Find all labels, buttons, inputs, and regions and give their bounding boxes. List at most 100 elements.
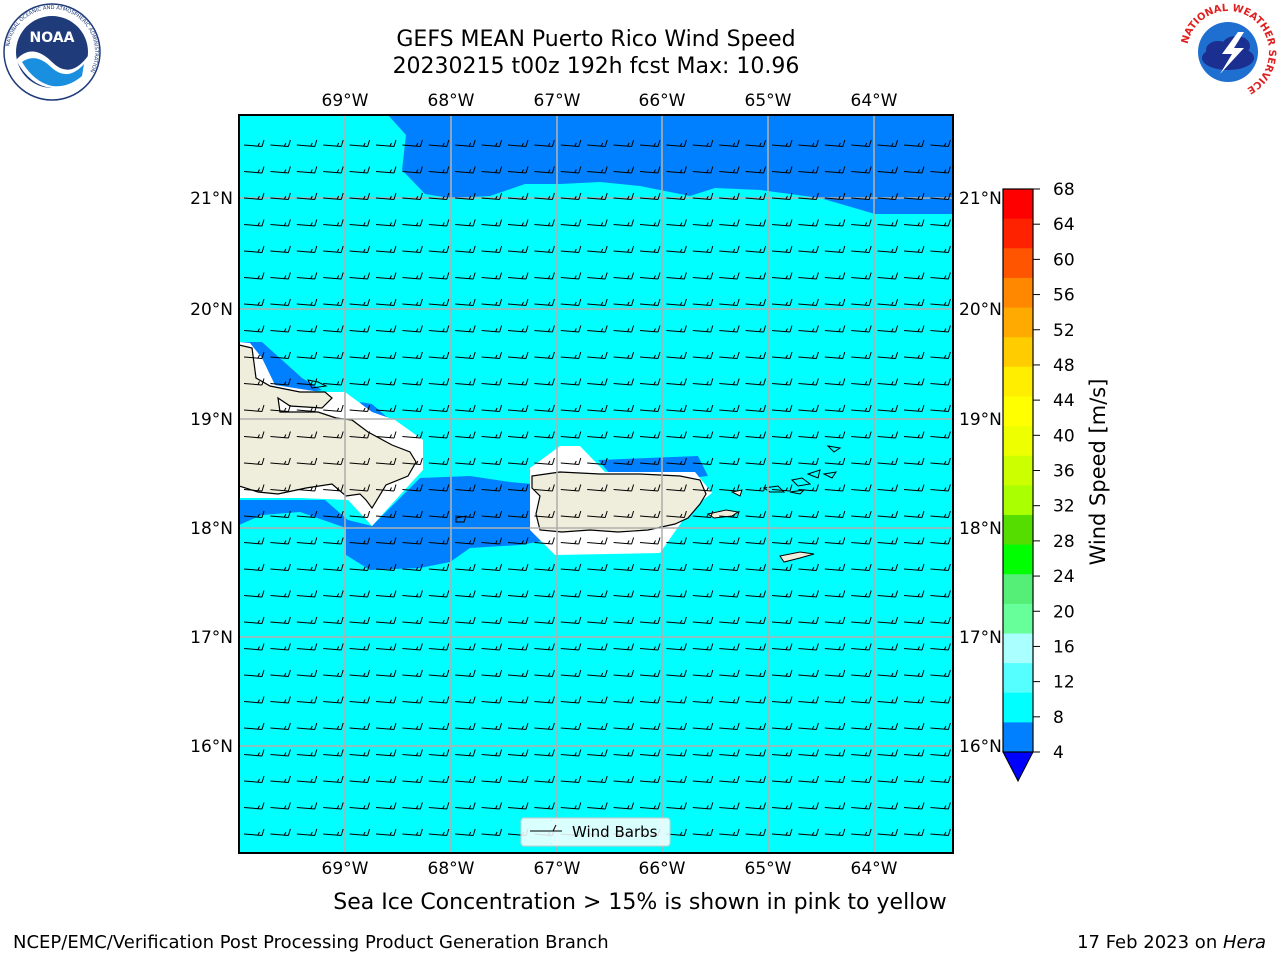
wind-barb [455, 192, 476, 200]
wind-barb [771, 590, 793, 598]
wind-barb [243, 643, 265, 651]
wind-barb [455, 298, 476, 306]
wind-barb [428, 643, 450, 651]
sea-ice-note: Sea Ice Concentration > 15% is shown in … [333, 890, 947, 915]
wind-barb [639, 457, 661, 465]
wind-barb [666, 590, 687, 598]
wind-barb [771, 749, 793, 757]
wind-barb [587, 272, 608, 280]
wind-barb [851, 245, 872, 253]
wind-barb [296, 298, 318, 306]
wind-barb [903, 298, 925, 306]
wind-barb [375, 775, 397, 783]
wind-barb [270, 166, 291, 174]
wind-barb [771, 139, 793, 147]
wind-barb [771, 696, 793, 704]
wind-barb [877, 245, 899, 253]
wind-barb [639, 378, 661, 386]
wind-barb [639, 775, 661, 783]
wind-barb [534, 669, 555, 677]
wind-barb [323, 139, 344, 147]
wind-barb [349, 563, 371, 571]
wind-barb [507, 802, 529, 810]
wind-barb [745, 245, 767, 253]
wind-barbs-field [243, 139, 951, 836]
lat-label-right: 16°N [959, 737, 1002, 757]
wind-barb [481, 298, 503, 306]
wind-barb [349, 802, 371, 810]
wind-barb [719, 775, 740, 783]
wind-barb [877, 590, 899, 598]
wind-barb [666, 775, 687, 783]
wind-barb [639, 431, 661, 439]
wind-barb [903, 139, 925, 147]
wind-barb [587, 192, 608, 200]
wind-barb [534, 245, 555, 253]
wind-barb [455, 272, 476, 280]
wind-barb [560, 722, 582, 730]
wind-barb [639, 298, 661, 306]
wind-barb [877, 351, 899, 359]
colorbar-segment [1003, 663, 1033, 694]
wind-barb [323, 563, 344, 571]
wind-barb [771, 431, 793, 439]
wind-barb [296, 457, 318, 465]
wind-barb [639, 669, 661, 677]
wind-barb [481, 139, 503, 147]
wind-barb [428, 245, 450, 253]
wind-barb [930, 351, 951, 359]
wind-barb [349, 219, 371, 227]
wind-barb [798, 245, 819, 253]
wind-barb [349, 696, 371, 704]
wind-barb [745, 775, 767, 783]
wind-barb [270, 404, 291, 412]
wind-barb [851, 272, 872, 280]
wind-barb [851, 722, 872, 730]
noaa-logo-text: NOAA [30, 30, 75, 46]
wind-barb [692, 696, 714, 704]
wind-barb [745, 325, 767, 333]
wind-barb [270, 722, 291, 730]
wind-barb [719, 722, 740, 730]
wind-barb [349, 166, 371, 174]
wind-barb [903, 590, 925, 598]
wind-barb [745, 139, 767, 147]
wind-barb [428, 484, 450, 492]
wind-barb [507, 616, 529, 624]
wind-barb [296, 139, 318, 147]
wind-barb [771, 192, 793, 200]
wind-barb [771, 537, 793, 545]
wind-barb [428, 219, 450, 227]
wind-barb [798, 404, 819, 412]
wind-barb [639, 722, 661, 730]
colorbar-segment [1003, 337, 1033, 368]
wind-barb [323, 484, 344, 492]
wind-barb [507, 351, 529, 359]
lon-label-bottom: 65°W [745, 859, 792, 879]
wind-barb [455, 378, 476, 386]
wind-barb [719, 484, 740, 492]
wind-barb [243, 298, 265, 306]
wind-barb [930, 802, 951, 810]
wind-barb [323, 192, 344, 200]
wind-barb [587, 298, 608, 306]
map-subtitle: 20230215 t00z 192h fcst Max: 10.96 [392, 54, 800, 79]
wind-barb [824, 166, 846, 174]
lon-label-top: 67°W [534, 91, 581, 111]
wind-barb [587, 669, 608, 677]
wind-barb [534, 616, 555, 624]
wind-barb [851, 484, 872, 492]
wind-barb [296, 749, 318, 757]
wind-barb [666, 431, 687, 439]
wind-barb [428, 775, 450, 783]
wind-barb [824, 272, 846, 280]
wind-barb [507, 192, 529, 200]
wind-barb [692, 245, 714, 253]
wind-barb [534, 590, 555, 598]
wind-barb [428, 457, 450, 465]
colorbar-segment [1003, 455, 1033, 486]
wind-barb [534, 431, 555, 439]
wind-barb [824, 378, 846, 386]
wind-barb [851, 775, 872, 783]
wind-barb [243, 245, 265, 253]
